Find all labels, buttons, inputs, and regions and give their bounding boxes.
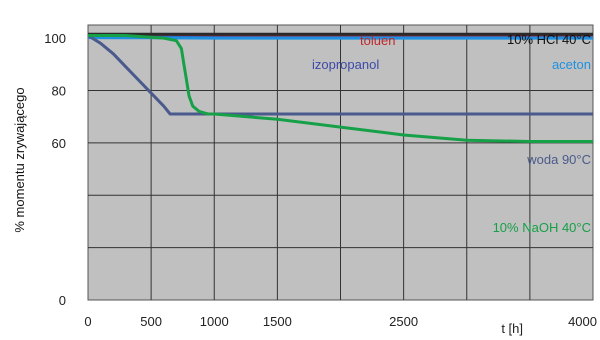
series-annotations: toluen 10% HCl 40°C izopropanol aceton woda … (312, 32, 591, 235)
x-tick-labels: 0 500 1000 1500 2500 4000 (84, 314, 597, 329)
y-tick-labels: 0 60 80 100 (44, 31, 66, 308)
y-tick-label: 0 (59, 293, 66, 308)
x-tick-label: 2500 (389, 314, 418, 329)
series-line (87, 36, 593, 40)
y-tick-label: 60 (52, 136, 66, 151)
x-axis-label: t [h] (501, 321, 523, 336)
x-tick-label: 4000 (568, 314, 597, 329)
x-tick-label: 0 (84, 314, 91, 329)
y-tick-label: 80 (52, 83, 66, 98)
series-label: woda 90°C (526, 152, 591, 167)
series-label: izopropanol (312, 57, 379, 72)
series-label: 10% HCl 40°C (507, 32, 591, 47)
series-label: aceton (552, 57, 591, 72)
series-label: 10% NaOH 40°C (493, 220, 591, 235)
series-label: toluen (360, 33, 395, 48)
x-tick-label: 1500 (263, 314, 292, 329)
series-line (88, 34, 593, 143)
grid (88, 25, 593, 300)
series-line (87, 34, 593, 116)
series-lines (87, 32, 593, 143)
x-tick-label: 1000 (200, 314, 229, 329)
y-tick-label: 100 (44, 31, 66, 46)
y-axis-label: % momentu zrywającego (12, 87, 27, 232)
x-tick-label: 500 (140, 314, 162, 329)
